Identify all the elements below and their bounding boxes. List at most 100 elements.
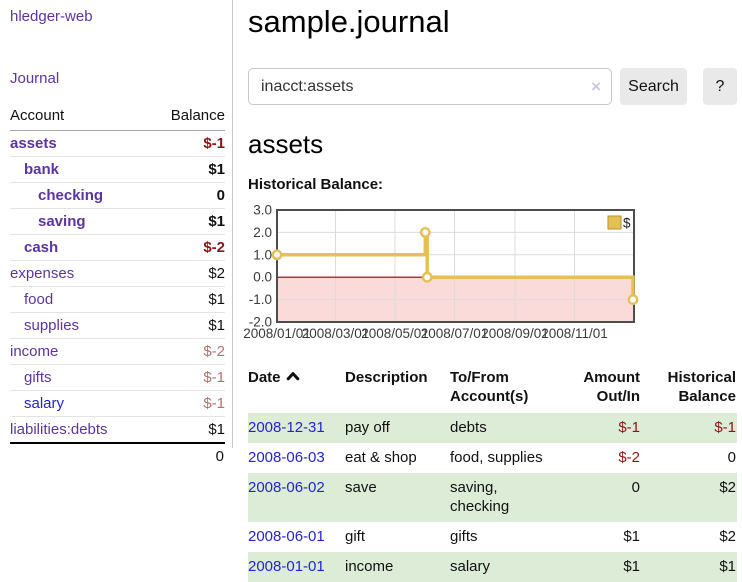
transaction-balance: $2 [641,473,737,522]
account-link[interactable]: food [24,291,54,308]
account-row: food $1 [10,287,225,313]
transaction-date-link[interactable]: 2008-06-03 [248,449,325,466]
account-link[interactable]: saving [38,213,86,230]
account-link[interactable]: income [10,343,59,360]
sidebar-item-journal[interactable]: Journal [10,70,60,87]
search-input[interactable] [248,68,612,105]
register-row: 2008-06-01 gift gifts $1 $2 [248,522,737,552]
transaction-balance: $-1 [641,413,737,443]
app-title-link[interactable]: hledger-web [10,8,93,25]
account-row: gifts $-1 [10,365,225,391]
data-point-marker [271,249,283,261]
accounts-total-value: 0 [215,448,224,465]
search-button[interactable]: Search [620,68,687,105]
account-link[interactable]: salary [24,395,65,412]
transaction-amount: $1 [623,528,640,545]
register-column-label: To/From Account(s) [450,369,529,405]
register-body: 2008-12-31 pay off debts $-1 $-1 2008-06-03 ea… [248,413,737,582]
register-column-label: Description [345,369,428,386]
account-balance: $1 [208,213,225,230]
account-balance: $-1 [203,135,225,152]
transaction-balance: $2 [719,528,736,545]
y-tick-label: 0.0 [253,270,272,285]
balance-column-header: Balance [170,107,225,124]
transaction-date-link[interactable]: 2008-01-01 [248,558,325,575]
data-point-marker [627,294,639,306]
account-link[interactable]: bank [24,161,60,178]
register-row: 2008-12-31 pay off debts $-1 $-1 [248,413,737,443]
legend-swatch [607,215,622,230]
transaction-accounts: salary [450,552,558,582]
transaction-amount: 0 [558,473,641,522]
transaction-description: income [345,552,450,582]
main-content: sample.journal × Search ? assets Histori… [243,0,742,582]
account-balance: $-2 [203,343,225,360]
accounts-total-row: 0 [10,442,225,469]
account-row: cash $-2 [10,235,225,261]
y-tick-label: -2.0 [249,315,272,330]
y-tick-label: 2.0 [253,225,272,240]
account-balance: $-1 [203,369,225,386]
accounts-table: Account Balance assets $-1 bank $1 checking 0… [10,103,225,469]
account-row: salary $-1 [10,391,225,417]
account-link[interactable]: cash [24,239,59,256]
register-column-header: Description [345,366,450,413]
account-row: checking 0 [10,183,225,209]
transaction-accounts: debts [450,413,558,443]
x-tick-label: 2008/01/01 [243,326,311,341]
account-balance: $1 [208,161,225,178]
transaction-accounts: gifts [450,528,478,545]
x-tick-label: 2008/07/01 [421,326,489,341]
accounts-rows: assets $-1 bank $1 checking 0 saving $1 cash $-2 e… [10,131,225,442]
transaction-date-link[interactable]: 2008-06-01 [248,528,325,545]
transaction-description: pay off [345,413,450,443]
sidebar: hledger-web Journal Account Balance asse… [0,0,233,465]
account-balance: $1 [208,291,225,308]
help-button[interactable]: ? [703,68,737,105]
y-tick-label: 3.0 [253,203,272,218]
transaction-date-link[interactable]: 2008-06-02 [248,479,325,496]
account-link[interactable]: expenses [10,265,75,282]
account-link[interactable]: supplies [24,317,80,334]
register-header-row: Date Description To/From Account(s) Amount … [248,366,737,413]
transaction-date-link[interactable]: 2008-12-31 [248,419,325,436]
transaction-description: save [345,473,450,522]
register-row: 2008-06-03 eat & shop food, supplies $-2 0 [248,443,737,473]
page-title: sample.journal [248,4,450,39]
x-tick-label: 2008/11/01 [541,326,608,341]
account-balance: $1 [208,421,225,438]
account-column-header: Account [10,107,65,124]
register-column-label: Historical Balance [667,369,736,405]
transaction-description: eat & shop [345,449,417,466]
account-link[interactable]: liabilities:debts [10,421,108,438]
transaction-balance: 0 [727,449,736,466]
transaction-description: gift [345,528,366,545]
register-column-label: Date [248,369,281,386]
register-column-header[interactable]: Date [248,366,345,413]
account-heading: assets [248,129,324,159]
register-column-header: Historical Balance [641,366,737,413]
account-balance: $-1 [203,395,225,412]
accounts-table-header: Account Balance [10,103,225,131]
account-link[interactable]: gifts [24,369,52,386]
account-row: assets $-1 [10,131,225,157]
clear-search-icon[interactable]: × [591,76,601,96]
register-row: 2008-06-02 save saving, checking 0 $2 [248,473,737,522]
register-row: 2008-01-01 income salary $1 $1 [248,552,737,582]
search-box: × [248,68,612,105]
account-row: bank $1 [10,157,225,183]
historical-balance-chart: 3.0 2.0 1.0 0.0 -1.0 -2.0 2008/01/01 2008/03/01… [243,200,742,350]
transaction-balance: $1 [641,552,737,582]
register-column-header: Amount Out/In [558,366,641,413]
transaction-amount: $1 [558,552,641,582]
data-point-marker [421,271,433,283]
transaction-accounts: food, supplies [450,449,543,466]
account-balance: $1 [208,317,225,334]
transaction-amount: $-1 [558,413,641,443]
account-link[interactable]: assets [10,135,57,152]
account-link[interactable]: checking [38,187,104,204]
sort-asc-icon[interactable] [286,370,300,381]
register-table: Date Description To/From Account(s) Amount … [248,366,737,582]
transaction-amount: $-2 [618,449,640,466]
account-balance: $-2 [203,239,225,256]
